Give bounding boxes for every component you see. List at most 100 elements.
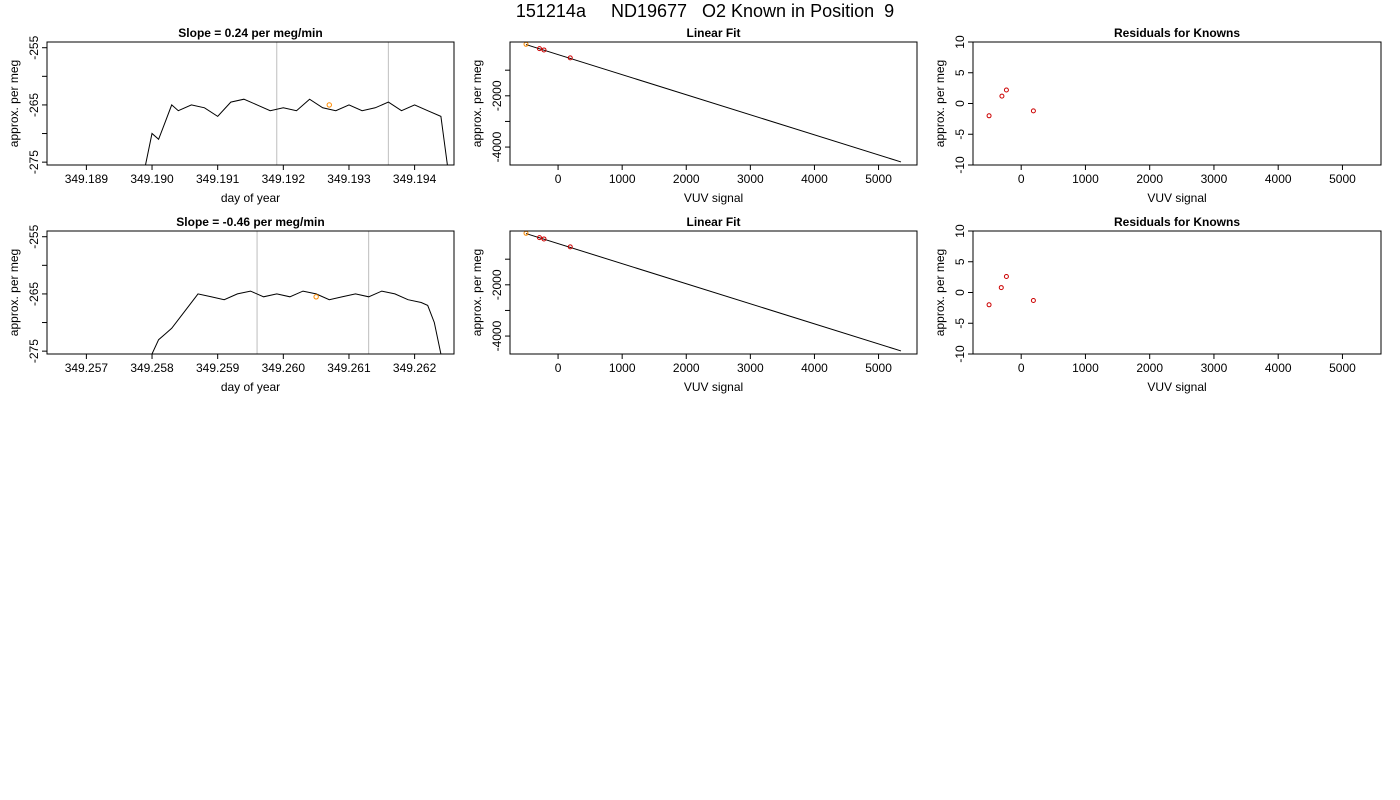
y-tick-label: -4000: [490, 131, 504, 162]
x-tick-label: 0: [555, 172, 562, 186]
y-tick-label: 0: [953, 289, 967, 296]
y-axis-label: approx. per meg: [933, 249, 947, 336]
data-point: [998, 285, 1004, 291]
x-axis-label: day of year: [221, 191, 280, 205]
x-tick-label: 2000: [673, 172, 700, 186]
x-tick-label: 4000: [801, 172, 828, 186]
chart-title: Slope = -0.46 per meg/min: [176, 215, 324, 229]
plot-area: [986, 87, 1036, 119]
x-tick-label: 3000: [737, 172, 764, 186]
x-tick-label: 349.191: [196, 172, 240, 186]
y-tick-label: 10: [953, 224, 967, 238]
plot-area: [523, 42, 902, 163]
x-tick-label: 4000: [1265, 361, 1292, 375]
fit-line: [525, 44, 902, 163]
page-title: 151214a ND19677 O2 Known in Position 9: [515, 1, 895, 21]
x-axis-label: VUV signal: [684, 380, 743, 394]
panel-3: Residuals for Knowns 0 1000 2000 3000 4000 500…: [933, 26, 1382, 205]
x-tick-label: 5000: [865, 361, 892, 375]
panel-4: Slope = -0.46 per meg/min 349.257 349.258 3…: [7, 215, 455, 394]
chart-title: Slope = 0.24 per meg/min: [178, 26, 322, 40]
x-tick-label: 5000: [1329, 361, 1356, 375]
y-tick-label: -255: [27, 35, 41, 59]
chart-title: Residuals for Knowns: [1114, 26, 1240, 40]
x-tick-label: 2000: [1136, 172, 1163, 186]
data-point: [1030, 108, 1036, 114]
data-point: [1030, 297, 1036, 303]
data-point: [567, 55, 573, 61]
data-point: [1003, 87, 1009, 93]
y-axis-label: approx. per meg: [933, 60, 947, 147]
data-point: [536, 235, 542, 241]
panel-5: Linear Fit 0 1000 2000 3000 4000 5000 -4000 -200…: [470, 215, 918, 394]
data-point: [986, 113, 992, 119]
x-tick-label: 1000: [609, 172, 636, 186]
y-tick-label: -4000: [490, 320, 504, 351]
y-tick-label: -2000: [490, 80, 504, 111]
plot-frame: [972, 230, 1382, 355]
x-axis-label: day of year: [221, 380, 280, 394]
chart-title: Residuals for Knowns: [1114, 215, 1240, 229]
y-tick-label: -10: [953, 345, 967, 363]
y-tick-label: -265: [27, 282, 41, 306]
x-tick-label: 349.192: [262, 172, 306, 186]
panel-6: Residuals for Knowns 0 1000 2000 3000 4000 500…: [933, 215, 1382, 394]
fit-line: [525, 233, 902, 352]
y-tick-label: -265: [27, 93, 41, 117]
x-tick-label: 3000: [737, 361, 764, 375]
x-tick-label: 349.259: [196, 361, 240, 375]
y-tick-label: 5: [953, 258, 967, 265]
x-tick-label: 1000: [609, 361, 636, 375]
chart-title: Linear Fit: [686, 26, 740, 40]
x-tick-label: 349.190: [130, 172, 174, 186]
plot-area: [151, 231, 442, 354]
plot-area: [986, 274, 1036, 308]
data-point: [999, 93, 1005, 99]
plot-area: [523, 231, 902, 352]
y-tick-label: -275: [27, 339, 41, 363]
data-marker: [326, 102, 332, 108]
x-tick-label: 349.262: [393, 361, 437, 375]
y-tick-label: -5: [953, 129, 967, 140]
x-tick-label: 5000: [1329, 172, 1356, 186]
y-tick-label: -255: [27, 224, 41, 248]
x-axis-label: VUV signal: [1147, 191, 1206, 205]
y-tick-label: 0: [953, 100, 967, 107]
x-tick-label: 3000: [1201, 361, 1228, 375]
x-tick-label: 4000: [1265, 172, 1292, 186]
plot-frame: [46, 41, 455, 166]
y-axis-label: approx. per meg: [470, 249, 484, 336]
x-tick-label: 4000: [801, 361, 828, 375]
x-tick-label: 349.260: [262, 361, 306, 375]
y-tick-label: -10: [953, 156, 967, 174]
data-point: [536, 46, 542, 52]
chart-title: Linear Fit: [686, 215, 740, 229]
data-trace: [145, 98, 448, 165]
x-tick-label: 2000: [1136, 361, 1163, 375]
x-tick-label: 3000: [1201, 172, 1228, 186]
x-tick-label: 349.189: [65, 172, 109, 186]
plot-frame: [46, 230, 455, 355]
data-point: [523, 42, 529, 47]
x-axis-label: VUV signal: [684, 191, 743, 205]
data-point: [541, 47, 547, 53]
y-tick-label: -275: [27, 150, 41, 174]
x-tick-label: 349.258: [130, 361, 174, 375]
y-axis-label: approx. per meg: [470, 60, 484, 147]
data-trace: [151, 290, 442, 354]
x-axis-label: VUV signal: [1147, 380, 1206, 394]
plot-frame: [972, 41, 1382, 166]
y-tick-label: 5: [953, 69, 967, 76]
x-tick-label: 2000: [673, 361, 700, 375]
data-point: [523, 231, 529, 236]
data-point: [541, 236, 547, 242]
x-tick-label: 349.193: [327, 172, 371, 186]
x-tick-label: 349.194: [393, 172, 437, 186]
x-tick-label: 349.257: [65, 361, 109, 375]
panel-1: Slope = 0.24 per meg/min 349.189 349.190 34…: [7, 26, 455, 205]
x-tick-label: 0: [555, 361, 562, 375]
panel-2: Linear Fit 0 1000 2000 3000 4000 5000 -4000 -200…: [470, 26, 918, 205]
x-tick-label: 1000: [1072, 172, 1099, 186]
data-point: [986, 302, 992, 308]
